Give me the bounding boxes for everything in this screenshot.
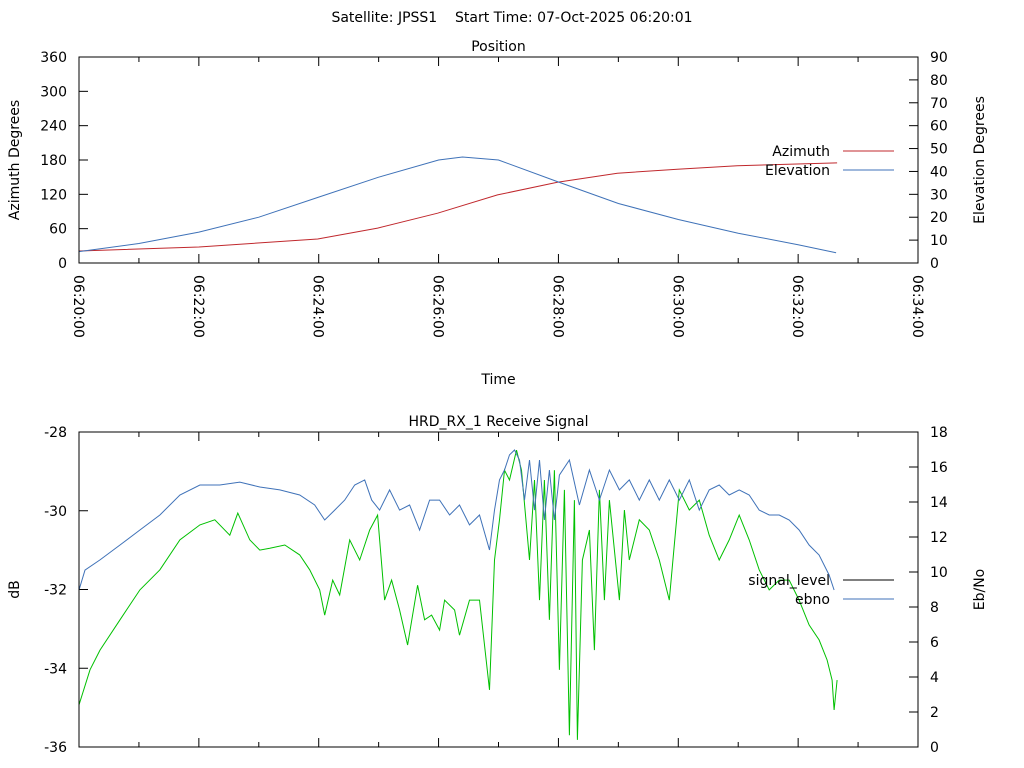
y2-tick-label: 90 [930, 50, 948, 66]
y2-tick-label: 50 [930, 142, 948, 158]
x-tick-label: 06:30:00 [669, 275, 685, 338]
x-tick-label: 06:26:00 [430, 275, 446, 338]
figure-title: Satellite: JPSS1 Start Time: 07-Oct-2025… [331, 10, 692, 26]
y-tick-label: 120 [40, 187, 67, 203]
y2-tick-label: 2 [930, 705, 939, 721]
y2-tick-label: 6 [930, 635, 939, 651]
position-chart: Position 06:20:00 06:22:00 06:24:00 06:26:00… [7, 39, 988, 388]
y2-tick-label: 8 [930, 600, 939, 616]
y2-tick-label: 16 [930, 460, 948, 476]
y2-tick-label: 80 [930, 73, 948, 89]
y-tick-label: 360 [40, 50, 67, 66]
y-tick-label: 300 [40, 84, 67, 100]
y-axis-label: dB [7, 580, 23, 599]
y2-tick-label: 30 [930, 187, 948, 203]
y2-tick-label: 4 [930, 670, 939, 686]
y2-tick-label: 0 [930, 740, 939, 756]
y2-axis-label: Eb/No [972, 569, 988, 611]
y-tick-label: 240 [40, 119, 67, 135]
y-tick-label: -32 [44, 583, 67, 599]
y-tick-label: 60 [49, 222, 67, 238]
y2-tick-label: 10 [930, 565, 948, 581]
y2-tick-label: 18 [930, 425, 948, 441]
legend-label: Azimuth [772, 144, 830, 160]
y-tick-label: -28 [44, 425, 67, 441]
y-axis-label: Azimuth Degrees [7, 100, 23, 220]
legend-label: ebno [795, 592, 830, 608]
y2-tick-label: 20 [930, 210, 948, 226]
chart-title: Position [471, 39, 526, 55]
legend-label: Elevation [765, 163, 830, 179]
receive-signal-chart: HRD_RX_1 Receive Signal -36 -34 -32 -30 -28 0 2… [7, 414, 988, 756]
y-tick-label: -36 [44, 740, 67, 756]
x-tick-label: 06:22:00 [190, 275, 206, 338]
x-tick-label: 06:34:00 [909, 275, 925, 338]
chart-title: HRD_RX_1 Receive Signal [409, 414, 589, 430]
series-line-azimuth [78, 162, 838, 252]
y2-tick-label: 10 [930, 233, 948, 249]
series-line-ebno [78, 449, 835, 591]
y2-axis-label: Elevation Degrees [972, 96, 988, 224]
y-tick-label: -30 [44, 504, 67, 520]
y2-tick-label: 14 [930, 495, 948, 511]
y2-tick-label: 70 [930, 96, 948, 112]
y-tick-label: 180 [40, 153, 67, 169]
y2-tick-label: 40 [930, 164, 948, 180]
plot-frame [78, 431, 919, 748]
y-tick-label: 0 [58, 256, 67, 272]
series-line-signal-level [78, 449, 838, 740]
x-tick-label: 06:32:00 [789, 275, 805, 338]
y2-tick-label: 12 [930, 530, 948, 546]
y2-tick-label: 60 [930, 119, 948, 135]
y2-tick-label: 0 [930, 256, 939, 272]
x-tick-label: 06:24:00 [310, 275, 326, 338]
x-tick-label: 06:28:00 [549, 275, 565, 338]
y-tick-label: -34 [44, 661, 67, 677]
series-line-elevation [78, 156, 837, 254]
plot-frame [78, 56, 919, 264]
legend-label: signal_level [748, 573, 830, 589]
x-axis-label: Time [480, 372, 515, 388]
x-tick-label: 06:20:00 [70, 275, 86, 338]
